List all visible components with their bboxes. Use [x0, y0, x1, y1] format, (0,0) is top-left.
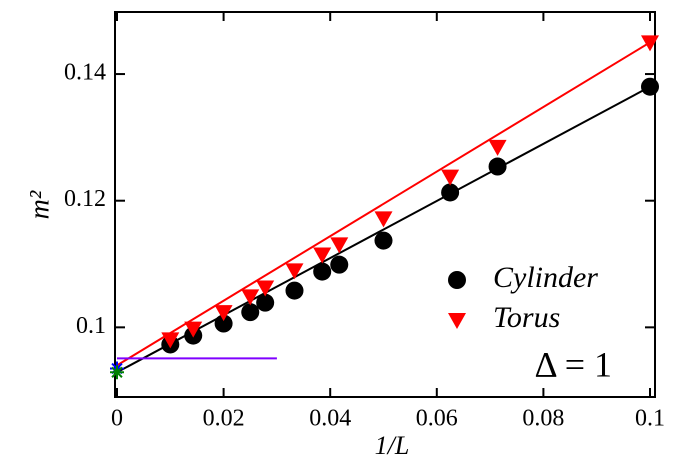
data-point	[441, 169, 460, 186]
data-point	[441, 183, 460, 202]
data-point	[641, 35, 659, 52]
legend-label: Torus	[493, 301, 560, 334]
legend-marker	[448, 271, 466, 289]
data-point	[256, 293, 275, 312]
data-point	[374, 231, 393, 250]
x-tick-label: 0.06	[416, 406, 458, 432]
x-axis-label: 1/L	[375, 431, 410, 460]
data-point	[488, 157, 507, 176]
data-point	[313, 262, 332, 281]
data-point	[285, 263, 304, 280]
data-point	[374, 211, 393, 228]
x-tick-label: 0.02	[203, 406, 245, 432]
data-point	[285, 281, 304, 300]
extrapolated-point	[110, 365, 124, 380]
x-tick-label: 0.1	[635, 406, 665, 432]
y-tick-label: 0.1	[76, 313, 106, 339]
data-point	[313, 247, 332, 264]
data-point	[256, 280, 275, 297]
plot-frame	[114, 11, 656, 398]
data-point	[641, 77, 659, 96]
legend-marker	[448, 313, 466, 329]
data-point	[161, 332, 180, 349]
data-point	[488, 139, 507, 156]
y-tick-label: 0.14	[64, 60, 106, 86]
fit-line	[116, 85, 651, 374]
data-point	[330, 255, 349, 274]
fit-line	[116, 41, 651, 367]
y-axis-label: m²	[24, 190, 55, 219]
data-point	[241, 289, 260, 306]
annotation: Δ = 1	[535, 344, 612, 384]
data-point	[214, 305, 233, 322]
y-tick-label: 0.12	[64, 186, 106, 212]
data-point	[241, 303, 260, 322]
x-tick-label: 0.08	[522, 406, 564, 432]
data-point	[330, 237, 349, 254]
data-point	[184, 321, 203, 338]
x-tick-label: 0.04	[309, 406, 351, 432]
x-tick-label: 0	[111, 406, 123, 432]
data-point	[214, 314, 233, 333]
legend-label: Cylinder	[493, 261, 598, 294]
